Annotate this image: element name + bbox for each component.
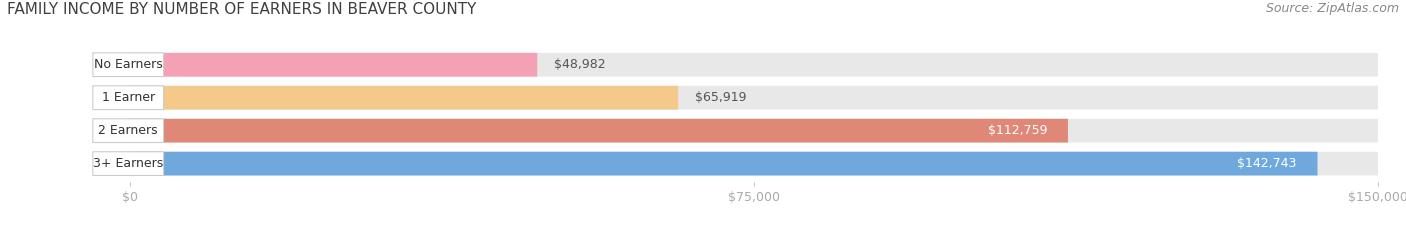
Text: 1 Earner: 1 Earner bbox=[101, 91, 155, 104]
FancyBboxPatch shape bbox=[129, 86, 678, 110]
FancyBboxPatch shape bbox=[129, 119, 1378, 143]
FancyBboxPatch shape bbox=[93, 152, 163, 175]
Text: $65,919: $65,919 bbox=[695, 91, 747, 104]
FancyBboxPatch shape bbox=[93, 53, 163, 77]
FancyBboxPatch shape bbox=[129, 86, 1378, 110]
FancyBboxPatch shape bbox=[129, 152, 1378, 175]
Text: FAMILY INCOME BY NUMBER OF EARNERS IN BEAVER COUNTY: FAMILY INCOME BY NUMBER OF EARNERS IN BE… bbox=[7, 2, 477, 17]
Text: Source: ZipAtlas.com: Source: ZipAtlas.com bbox=[1265, 2, 1399, 15]
Text: No Earners: No Earners bbox=[94, 58, 163, 71]
FancyBboxPatch shape bbox=[129, 152, 1317, 175]
Text: $112,759: $112,759 bbox=[987, 124, 1047, 137]
Text: 3+ Earners: 3+ Earners bbox=[93, 157, 163, 170]
FancyBboxPatch shape bbox=[93, 86, 163, 110]
Text: 2 Earners: 2 Earners bbox=[98, 124, 157, 137]
Text: $48,982: $48,982 bbox=[554, 58, 606, 71]
Text: $142,743: $142,743 bbox=[1237, 157, 1296, 170]
FancyBboxPatch shape bbox=[129, 53, 537, 77]
FancyBboxPatch shape bbox=[93, 119, 163, 143]
FancyBboxPatch shape bbox=[129, 119, 1069, 143]
FancyBboxPatch shape bbox=[129, 53, 1378, 77]
